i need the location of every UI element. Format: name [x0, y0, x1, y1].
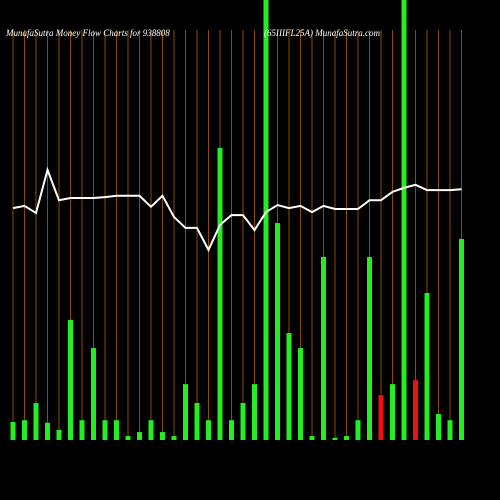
bar [401, 0, 407, 440]
bar [102, 420, 108, 440]
bar [79, 420, 85, 440]
grid [12, 30, 462, 440]
bar [45, 422, 50, 440]
bar [378, 395, 384, 440]
bar [275, 223, 280, 440]
bar [286, 333, 292, 440]
chart-subtitle: (65IIIFL25A) MunafaSutra.com [264, 28, 380, 38]
bar [240, 403, 246, 440]
bar [298, 348, 303, 440]
bar [68, 319, 73, 440]
bar [424, 293, 430, 440]
bar [194, 403, 200, 440]
bar [183, 384, 188, 440]
bar [91, 348, 96, 440]
chart-title: MunafaSutra Money Flow Charts for 938808 [5, 28, 170, 38]
bar [148, 420, 154, 440]
bar [332, 437, 338, 440]
bar [217, 147, 223, 440]
bar [229, 420, 234, 440]
bar [367, 256, 372, 440]
bar [355, 420, 361, 440]
bar [390, 384, 395, 440]
bar [263, 0, 269, 440]
bar [436, 414, 441, 440]
bar [160, 432, 165, 440]
bar [321, 256, 326, 440]
bar [447, 420, 453, 440]
bar [459, 238, 464, 440]
bar [206, 420, 211, 440]
bar [10, 421, 16, 440]
bar [252, 384, 257, 440]
plot [10, 0, 464, 440]
bar [309, 436, 315, 440]
bar [171, 436, 177, 440]
bar [137, 432, 142, 440]
bar [344, 436, 349, 440]
bar [114, 420, 119, 440]
bar [413, 380, 418, 440]
bar [33, 403, 39, 440]
bar [22, 420, 27, 440]
bar [125, 436, 131, 440]
money-flow-line [12, 166, 462, 253]
bar [56, 429, 62, 440]
